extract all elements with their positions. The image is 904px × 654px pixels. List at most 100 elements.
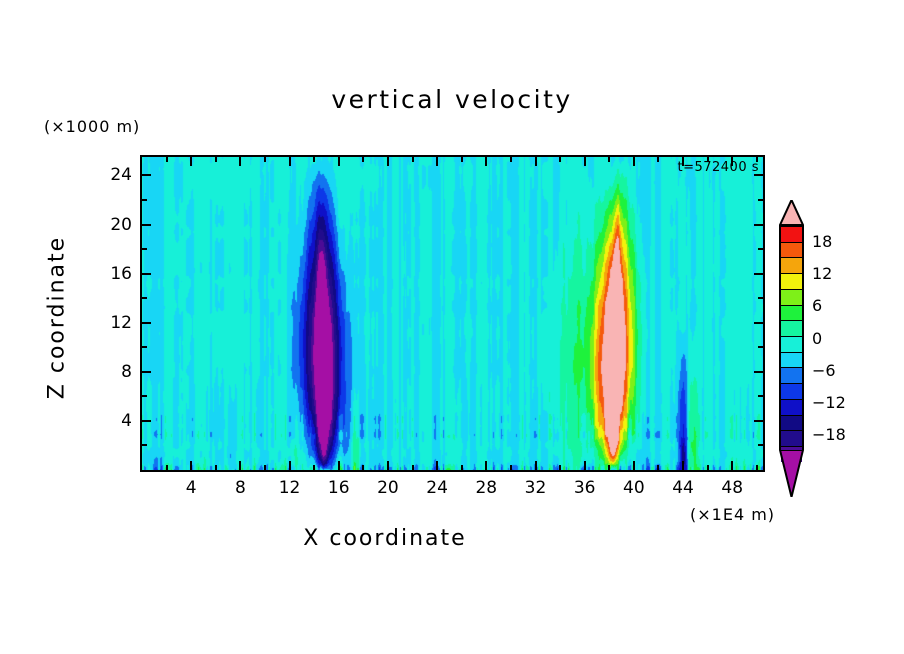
x-tick-top	[436, 157, 439, 166]
colorbar-band	[781, 337, 802, 353]
x-tick-label: 40	[623, 478, 645, 498]
x-tick-top	[731, 157, 734, 166]
x-tick-top	[288, 157, 291, 166]
y-tick-right	[754, 272, 763, 275]
x-tick	[534, 461, 537, 470]
timestamp-annotation: t=572400 s	[677, 160, 759, 175]
x-tick	[657, 465, 660, 470]
x-tick-top	[682, 157, 685, 166]
x-tick	[460, 465, 463, 470]
x-tick-top	[263, 157, 266, 162]
colorbar-band	[781, 431, 802, 448]
x-tick-label: 28	[475, 478, 498, 498]
x-tick-label: 20	[377, 478, 399, 498]
y-tick	[142, 223, 151, 226]
x-tick-top	[583, 157, 586, 166]
x-tick-top	[190, 157, 193, 166]
x-tick	[165, 465, 168, 470]
colorbar-tick-label: 6	[812, 296, 823, 316]
colorbar-band	[781, 352, 802, 369]
y-tick-right	[754, 370, 763, 373]
x-axis-unit-label: (×1E4 m)	[690, 505, 776, 524]
x-tick-top	[706, 157, 709, 162]
velocity-field-heatmap	[142, 157, 763, 470]
y-tick-label: 8	[121, 361, 132, 382]
x-tick	[337, 461, 340, 470]
y-tick	[142, 297, 147, 300]
x-tick-top	[509, 157, 512, 162]
colorbar-band	[781, 289, 802, 306]
x-tick-top	[337, 157, 340, 166]
colorbar-under-arrow-shape	[778, 449, 805, 498]
y-tick-right	[754, 223, 763, 226]
x-tick	[263, 465, 266, 470]
x-tick-top	[313, 157, 316, 162]
colorbar-tick-label: −18	[812, 424, 846, 444]
x-tick	[386, 461, 389, 470]
y-tick-label: 20	[110, 214, 132, 235]
colorbar-band	[781, 258, 802, 275]
colorbar-band	[781, 415, 802, 432]
colorbar-band	[781, 274, 802, 290]
y-tick	[142, 444, 147, 447]
x-tick	[362, 465, 365, 470]
y-tick	[142, 346, 147, 349]
x-tick-top	[608, 157, 611, 162]
colorbar-band	[781, 227, 802, 243]
x-tick-label: 24	[426, 478, 448, 498]
x-tick	[313, 465, 316, 470]
colorbar-tick-label: 12	[812, 264, 833, 284]
x-tick	[190, 461, 193, 470]
colorbar-tick-label: −12	[812, 392, 846, 412]
y-tick-right	[758, 248, 763, 251]
x-tick-top	[460, 157, 463, 162]
y-tick-label: 16	[110, 263, 132, 284]
x-tick	[485, 461, 488, 470]
y-tick-label: 12	[110, 312, 132, 333]
y-tick-right	[754, 321, 763, 324]
y-tick-label: 24	[110, 165, 132, 186]
y-tick	[142, 370, 151, 373]
x-tick	[706, 465, 709, 470]
y-tick	[142, 272, 151, 275]
colorbar-band	[781, 399, 802, 416]
y-tick-right	[758, 297, 763, 300]
colorbar-band	[781, 321, 802, 338]
x-tick-top	[362, 157, 365, 162]
page-title: vertical velocity	[331, 85, 573, 114]
colorbar-band	[781, 242, 802, 259]
colorbar	[779, 225, 804, 462]
y-tick-right	[758, 198, 763, 201]
x-tick	[239, 461, 242, 470]
x-tick-top	[559, 157, 562, 162]
y-tick	[142, 321, 151, 324]
x-tick-label: 16	[327, 478, 350, 498]
x-tick-label: 12	[278, 478, 301, 498]
x-tick	[559, 465, 562, 470]
colorbar-tick-label: 18	[812, 232, 833, 252]
colorbar-tick-label: 0	[812, 328, 823, 348]
y-tick	[142, 419, 151, 422]
x-tick-top	[657, 157, 660, 162]
colorbar-over-arrow-shape	[778, 197, 805, 226]
x-tick	[682, 461, 685, 470]
x-tick-top	[239, 157, 242, 166]
x-tick	[509, 465, 512, 470]
colorbar-band	[781, 368, 802, 385]
y-tick-right	[754, 419, 763, 422]
colorbar-tick-label: −6	[812, 360, 836, 380]
plot-area: t=572400 s	[140, 155, 765, 472]
x-tick-label: 36	[573, 478, 596, 498]
x-tick	[755, 465, 758, 470]
x-tick-top	[386, 157, 389, 166]
x-tick-label: 48	[721, 478, 744, 498]
y-tick-right	[754, 174, 763, 177]
x-tick-label: 44	[672, 478, 694, 498]
x-axis-title: X coordinate	[303, 526, 467, 551]
x-tick-label: 32	[524, 478, 547, 498]
x-tick-top	[214, 157, 217, 162]
x-tick	[731, 461, 734, 470]
x-tick-top	[165, 157, 168, 162]
x-tick-top	[632, 157, 635, 166]
x-tick-top	[485, 157, 488, 166]
